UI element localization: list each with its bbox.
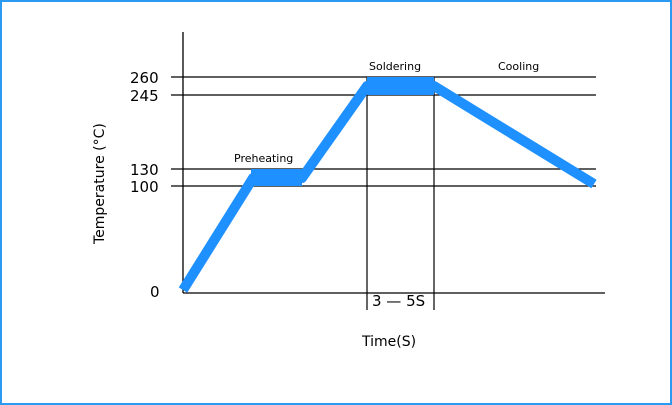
soldering-duration-label: 3 — 5S bbox=[372, 292, 425, 310]
phase-label-preheating: Preheating bbox=[234, 152, 293, 165]
y-axis-title: Temperature (°C) bbox=[92, 123, 108, 245]
y-tick-100: 100 bbox=[130, 178, 159, 196]
y-tick-0: 0 bbox=[150, 283, 160, 301]
y-tick-260: 260 bbox=[130, 69, 159, 87]
y-tick-245: 245 bbox=[130, 87, 159, 105]
x-axis-title: Time(S) bbox=[361, 334, 416, 350]
y-tick-130: 130 bbox=[130, 161, 159, 179]
temperature-profile-line bbox=[178, 81, 597, 293]
phase-label-soldering: Soldering bbox=[369, 60, 421, 73]
phase-label-cooling: Cooling bbox=[498, 60, 539, 73]
preheating-plateau bbox=[251, 169, 302, 186]
soldering-plateau bbox=[367, 77, 434, 95]
